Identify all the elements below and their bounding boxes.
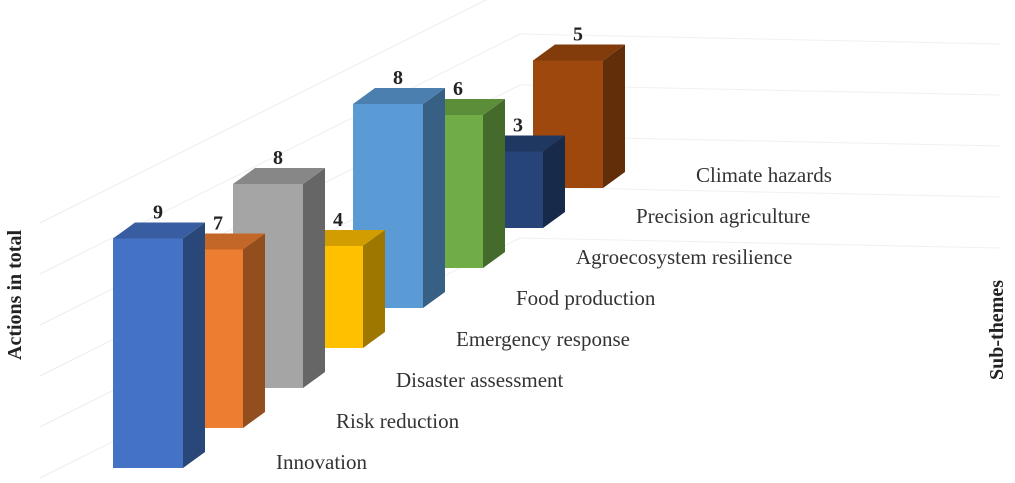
bar-side [303, 168, 325, 388]
category-label: Innovation [276, 450, 367, 474]
data-label: 9 [153, 202, 163, 224]
bars: 5 3 6 8 4 8 7 9 [113, 24, 625, 468]
category-label: Climate hazards [696, 163, 832, 187]
category-label: Precision agriculture [636, 204, 810, 228]
bar-side [423, 88, 445, 308]
gridline-back [519, 33, 1001, 45]
data-label: 6 [453, 78, 463, 100]
bar-top [353, 88, 445, 104]
category-label: Food production [516, 286, 656, 310]
category-label: Risk reduction [336, 409, 460, 433]
data-label: 8 [393, 67, 403, 89]
bar-5: 8 [353, 67, 445, 308]
data-label: 3 [513, 115, 523, 137]
category-label: Disaster assessment [396, 368, 564, 392]
z-axis-label: Sub-themes [986, 279, 1008, 380]
bar-side [543, 135, 565, 228]
bar-side [363, 230, 385, 348]
bar-front [113, 238, 183, 468]
data-label: 4 [333, 209, 343, 231]
y-axis-label: Actions in total [4, 230, 26, 360]
bar-8: 5 [533, 24, 625, 188]
data-label: 8 [273, 147, 283, 169]
category-label: Agroecosystem resilience [576, 245, 792, 269]
gridline-back [519, 186, 1001, 198]
data-label: 7 [213, 213, 223, 235]
category-label: Emergency response [456, 327, 630, 351]
bar-top [533, 44, 625, 61]
category-labels: Innovation Risk reduction Disaster assessm… [276, 163, 832, 474]
bar-side [483, 99, 505, 268]
bar-1: 9 [113, 202, 205, 468]
gridline [39, 0, 488, 224]
bar-side [603, 44, 625, 188]
bar-top [233, 168, 325, 184]
bar-side [183, 222, 205, 468]
gridline-back [519, 237, 1001, 249]
bar-side [243, 233, 265, 428]
bar-top [113, 222, 205, 239]
data-label: 5 [573, 24, 583, 46]
